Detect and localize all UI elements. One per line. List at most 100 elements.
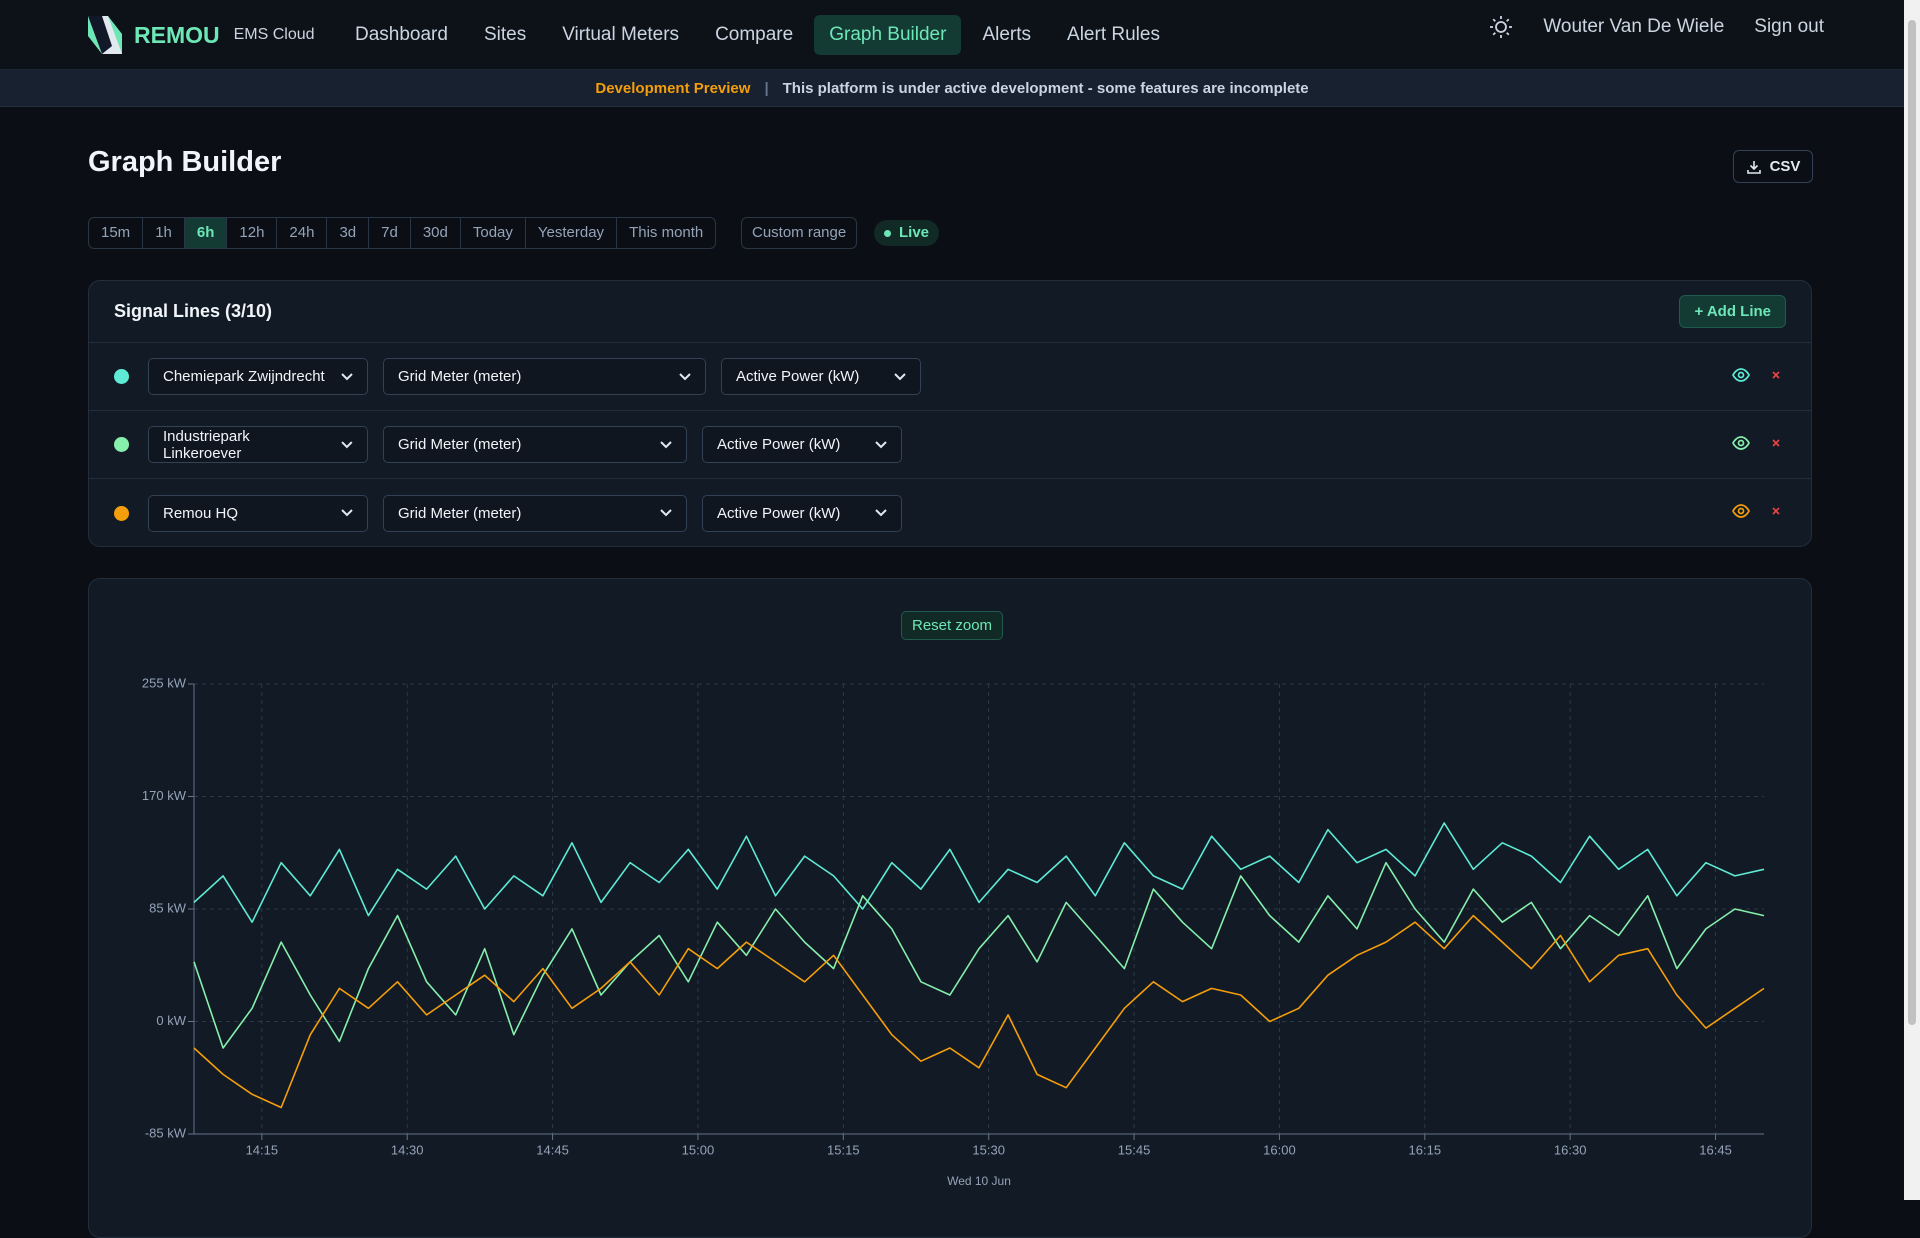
x-tick-label: 14:30	[391, 1142, 424, 1157]
signal-rows: Chemiepark Zwijndrecht Grid Meter (meter)…	[89, 343, 1811, 547]
custom-range[interactable]: Custom range	[741, 217, 858, 249]
row-actions	[1731, 501, 1781, 521]
live-toggle[interactable]: Live	[874, 220, 940, 246]
site-value: Remou HQ	[163, 504, 239, 522]
x-tick-label: 16:30	[1554, 1142, 1587, 1157]
navbar: REMOU EMS Cloud Dashboard Sites Virtual Me…	[0, 0, 1904, 70]
series-dot	[114, 369, 129, 384]
x-tick-label: 15:00	[682, 1142, 715, 1157]
range-selector: 15m 1h 6h 12h 24h 3d 7d 30d Today Yesterday This m…	[88, 217, 717, 249]
chart: -85 kW 0 kW 85 kW 170 kW 255 kW 14:15 14:30 14:…	[142, 675, 1765, 1188]
meter-select[interactable]: Grid Meter (meter)	[383, 358, 706, 395]
row-actions	[1731, 433, 1781, 453]
reset-zoom[interactable]: Reset zoom	[901, 611, 1004, 640]
metric-value: Active Power (kW)	[736, 368, 860, 385]
chevron	[660, 440, 672, 448]
live-label: Live	[899, 224, 930, 241]
visibility-toggle[interactable]	[1731, 433, 1751, 453]
x-tick-label: 16:45	[1699, 1142, 1732, 1157]
user-name[interactable]: Wouter Van De Wiele	[1543, 16, 1725, 37]
metric-value: Active Power (kW)	[717, 504, 841, 522]
chevron	[679, 372, 691, 380]
nav-item[interactable]: Graph Builder	[814, 15, 962, 55]
chevron	[341, 509, 353, 517]
download-icon	[1746, 160, 1761, 174]
y-tick-label: 85 kW	[149, 900, 187, 915]
x-tick-label: 15:15	[827, 1142, 860, 1157]
series-dot	[114, 505, 129, 521]
range-option[interactable]: This month	[629, 224, 704, 241]
banner-label: Development Preview	[595, 79, 751, 97]
meter-value: Grid Meter (meter)	[398, 436, 522, 453]
range-option[interactable]: 7d	[369, 218, 411, 248]
range-option[interactable]: 12h	[227, 218, 278, 248]
nav-item[interactable]: Compare	[715, 24, 794, 45]
dev-banner: Development Preview | This platform is und…	[0, 70, 1904, 107]
y-tick-label: -85 kW	[145, 1125, 187, 1140]
banner-message: This platform is under active developmen…	[782, 79, 1309, 97]
remove-line[interactable]	[1771, 438, 1781, 448]
range-option[interactable]: Yesterday	[526, 218, 618, 248]
visibility-toggle[interactable]	[1731, 365, 1751, 385]
range-option[interactable]: 3d	[327, 218, 370, 248]
series-line	[193, 822, 1765, 923]
logo	[88, 16, 122, 54]
range-option[interactable]: 1h	[143, 218, 185, 248]
visibility-toggle[interactable]	[1731, 501, 1751, 521]
x-tick-label: 15:45	[1118, 1142, 1151, 1157]
nav-item[interactable]: Dashboard	[355, 24, 448, 45]
y-tick-label: 0 kW	[156, 1013, 186, 1028]
y-tick-label: 170 kW	[142, 788, 187, 803]
brand-name: REMOU	[134, 21, 220, 48]
theme-toggle[interactable]	[1489, 15, 1513, 39]
remove-line[interactable]	[1771, 370, 1781, 380]
range-option[interactable]: 6h	[184, 218, 228, 248]
csv-button[interactable]: CSV	[1733, 150, 1813, 183]
signal-row: Chemiepark Zwijndrecht Grid Meter (meter)…	[89, 343, 1811, 411]
scrollbar[interactable]	[1904, 0, 1920, 1200]
meter-value: Grid Meter (meter)	[398, 368, 522, 385]
user-menu: Wouter Van De Wiele Sign out	[1489, 15, 1824, 39]
metric-select[interactable]: Active Power (kW)	[702, 426, 902, 463]
chevron	[894, 372, 906, 380]
nav-item[interactable]: Sites	[483, 24, 527, 45]
site-select[interactable]: Industriepark Linkeroever	[148, 426, 368, 463]
range-option[interactable]: 24h	[277, 218, 328, 248]
site-select[interactable]: Remou HQ	[148, 494, 368, 532]
x-tick-label: 16:15	[1409, 1142, 1442, 1157]
metric-value: Active Power (kW)	[717, 436, 841, 453]
sign-out[interactable]: Sign out	[1754, 16, 1824, 37]
chevron	[341, 372, 353, 380]
range-option[interactable]: 15m	[89, 218, 144, 248]
range-option[interactable]: Today	[461, 218, 526, 248]
remove-line[interactable]	[1771, 506, 1781, 516]
y-tick-label: 255 kW	[142, 675, 187, 690]
add-line-button[interactable]: + Add Line	[1679, 295, 1786, 328]
live-dot	[884, 229, 891, 237]
nav-item[interactable]: Virtual Meters	[562, 24, 680, 45]
meter-select[interactable]: Grid Meter (meter)	[383, 494, 687, 532]
meter-select[interactable]: Grid Meter (meter)	[383, 426, 687, 463]
signal-lines-title: Signal Lines (3/10)	[114, 301, 273, 321]
metric-select[interactable]: Active Power (kW)	[721, 358, 921, 395]
nav-item[interactable]: Alerts	[982, 24, 1032, 45]
metric-select[interactable]: Active Power (kW)	[702, 494, 902, 532]
nav-menu: Dashboard Sites Virtual Meters Compare Graph…	[340, 15, 1175, 55]
separator: |	[764, 79, 769, 97]
site-select[interactable]: Chemiepark Zwijndrecht	[148, 358, 368, 395]
signal-lines-panel: Signal Lines (3/10) + Add Line Chemiepar…	[88, 280, 1812, 547]
x-tick-label: 14:15	[246, 1142, 279, 1157]
series-line	[193, 861, 1765, 1049]
signal-lines-header: Signal Lines (3/10) + Add Line	[89, 281, 1811, 343]
chevron	[660, 509, 672, 517]
row-actions	[1731, 365, 1781, 385]
scroll-thumb	[1908, 20, 1916, 1025]
nav-item[interactable]: Alert Rules	[1067, 24, 1160, 45]
range-option[interactable]: 30d	[411, 218, 461, 248]
page-title: Graph Builder	[88, 146, 282, 178]
brand[interactable]: REMOU EMS Cloud	[88, 16, 315, 54]
x-tick-label: 15:30	[972, 1142, 1005, 1157]
x-tick-label: 16:00	[1263, 1142, 1296, 1157]
x-axis-label: Wed 10 Jun	[947, 1174, 1011, 1188]
